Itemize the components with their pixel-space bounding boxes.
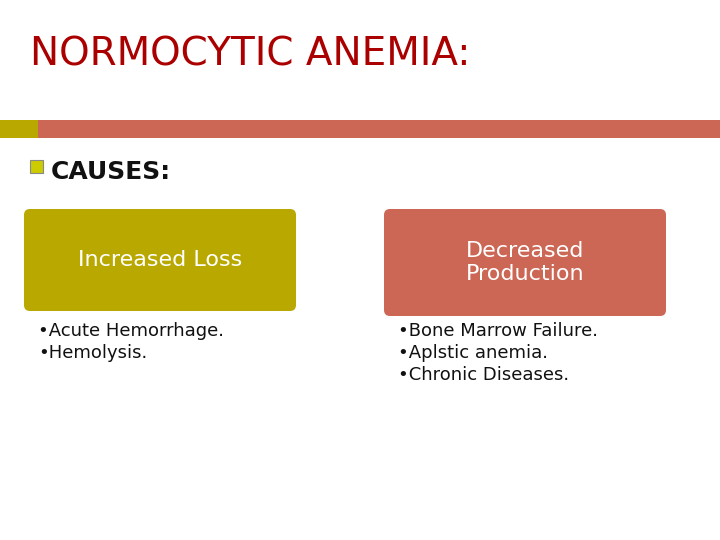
Text: NORMOCYTIC ANEMIA:: NORMOCYTIC ANEMIA: <box>30 35 470 73</box>
Bar <box>30 160 43 173</box>
Bar <box>0 120 38 138</box>
Text: CAUSES:: CAUSES: <box>51 160 171 184</box>
Text: •Acute Hemorrhage.: •Acute Hemorrhage. <box>38 322 224 340</box>
FancyBboxPatch shape <box>24 209 296 311</box>
Text: •Chronic Diseases.: •Chronic Diseases. <box>398 366 569 384</box>
FancyBboxPatch shape <box>384 209 666 316</box>
Text: Increased Loss: Increased Loss <box>78 250 242 270</box>
Text: Decreased
Production: Decreased Production <box>466 241 585 284</box>
Text: •Bone Marrow Failure.: •Bone Marrow Failure. <box>398 322 598 340</box>
Bar <box>38 120 720 138</box>
Text: •Aplstic anemia.: •Aplstic anemia. <box>398 344 548 362</box>
Text: •Hemolysis.: •Hemolysis. <box>38 344 148 362</box>
